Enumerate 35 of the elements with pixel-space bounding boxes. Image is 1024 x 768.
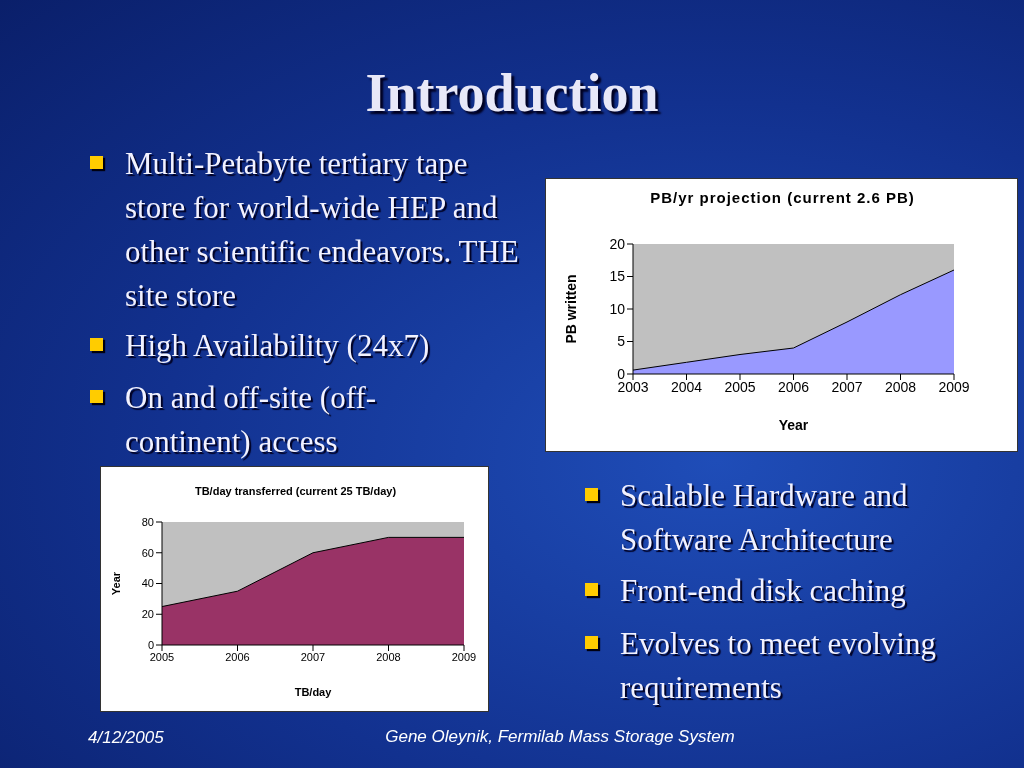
y-tick-label: 80: [141, 515, 154, 528]
y-tick-label: 40: [141, 577, 154, 590]
x-tick-label: 2007: [300, 650, 326, 663]
y-tick-label: 60: [141, 546, 154, 559]
x-tick-label: 2008: [884, 378, 917, 395]
y-tick-label: 10: [609, 300, 626, 317]
y-tick-label: 20: [141, 608, 154, 621]
text: Scalable Hardware and Software Architecture: [620, 477, 909, 559]
text: On and off-site (off-continent) access: [125, 379, 378, 461]
text: 4/12/2005: [88, 728, 164, 748]
y-axis-title: Year: [109, 571, 122, 596]
text: Introduction: [364, 62, 660, 124]
y-tick-label: 5: [617, 333, 626, 350]
y-tick-label: 20: [609, 235, 626, 252]
y-tick-label: 0: [147, 638, 154, 651]
x-axis-title: Year: [778, 417, 809, 433]
y-axis-title: PB written: [562, 274, 579, 344]
x-axis-title: TB/day: [294, 686, 333, 698]
text: Evolves to meet evolving requirements: [620, 625, 937, 707]
text: Gene Oleynik, Fermilab Mass Storage System: [384, 727, 736, 747]
y-tick-label: 15: [609, 268, 626, 285]
x-tick-label: 2006: [225, 650, 250, 663]
x-tick-label: 2009: [938, 378, 970, 395]
x-tick-label: 2006: [777, 378, 810, 395]
text: Front-end disk caching: [620, 572, 906, 610]
x-tick-label: 2005: [724, 378, 756, 395]
text: Multi-Petabyte tertiary tape store for world-wide HEP and other scientific endeavors. THE site store: [125, 145, 520, 315]
x-tick-label: 2007: [831, 378, 863, 395]
x-tick-label: 2008: [376, 650, 401, 663]
chart-title: TB/day transferred (current 25 TB/day): [193, 485, 398, 497]
chart-title: PB/yr projection (current 2.6 PB): [649, 189, 916, 206]
x-tick-label: 2009: [451, 650, 477, 663]
x-tick-label: 2004: [670, 378, 703, 395]
x-tick-label: 2005: [149, 650, 175, 663]
text: High Availability (24x7): [125, 327, 430, 365]
